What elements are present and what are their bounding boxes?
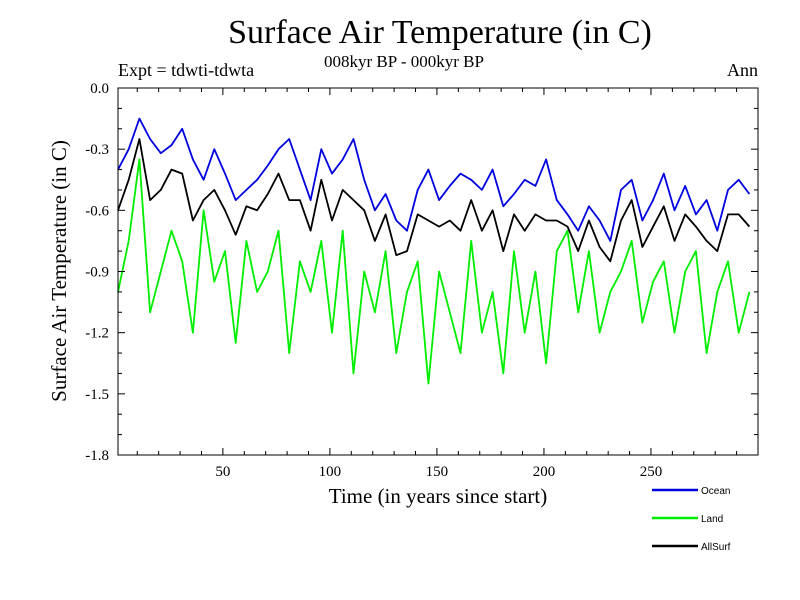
y-axis-label: Surface Air Temperature (in C) xyxy=(47,140,71,402)
legend: Ocean Land AllSurf xyxy=(652,486,731,553)
legend-label-land: Land xyxy=(701,514,723,525)
experiment-label: Expt = tdwti-tdwta xyxy=(118,60,255,80)
x-tick-label: 50 xyxy=(215,464,230,480)
x-tick-label: 200 xyxy=(533,464,556,480)
y-tick-label: -1.2 xyxy=(85,326,109,342)
x-axis: 50 100 150 200 250 xyxy=(136,88,738,480)
plot-frame xyxy=(117,87,759,456)
x-axis-label: Time (in years since start) xyxy=(329,484,548,508)
legend-label-allsurf: AllSurf xyxy=(701,542,731,553)
y-tick-label: -0.6 xyxy=(85,203,109,219)
series-line-ocean xyxy=(117,117,751,242)
x-tick-label: 250 xyxy=(640,464,663,480)
y-tick-label: 0.0 xyxy=(90,81,109,97)
y-tick-label: -1.8 xyxy=(85,448,109,464)
y-tick-label: -0.3 xyxy=(85,142,109,158)
chart-title: Surface Air Temperature (in C) xyxy=(228,14,652,51)
y-tick-label: -0.9 xyxy=(85,265,109,281)
y-axis: 0.0 -0.3 -0.6 -0.9 -1.2 -1.5 -1.8 xyxy=(85,81,758,464)
season-label: Ann xyxy=(727,60,758,80)
series-line-land xyxy=(117,158,751,385)
legend-label-ocean: Ocean xyxy=(701,486,730,497)
series-layer xyxy=(117,117,751,385)
chart-subtitle: 008kyr BP - 000kyr BP xyxy=(324,52,484,71)
x-tick-label: 100 xyxy=(319,464,342,480)
series-line-allsurf xyxy=(117,138,751,263)
y-tick-label: -1.5 xyxy=(85,387,109,403)
x-tick-label: 150 xyxy=(426,464,449,480)
